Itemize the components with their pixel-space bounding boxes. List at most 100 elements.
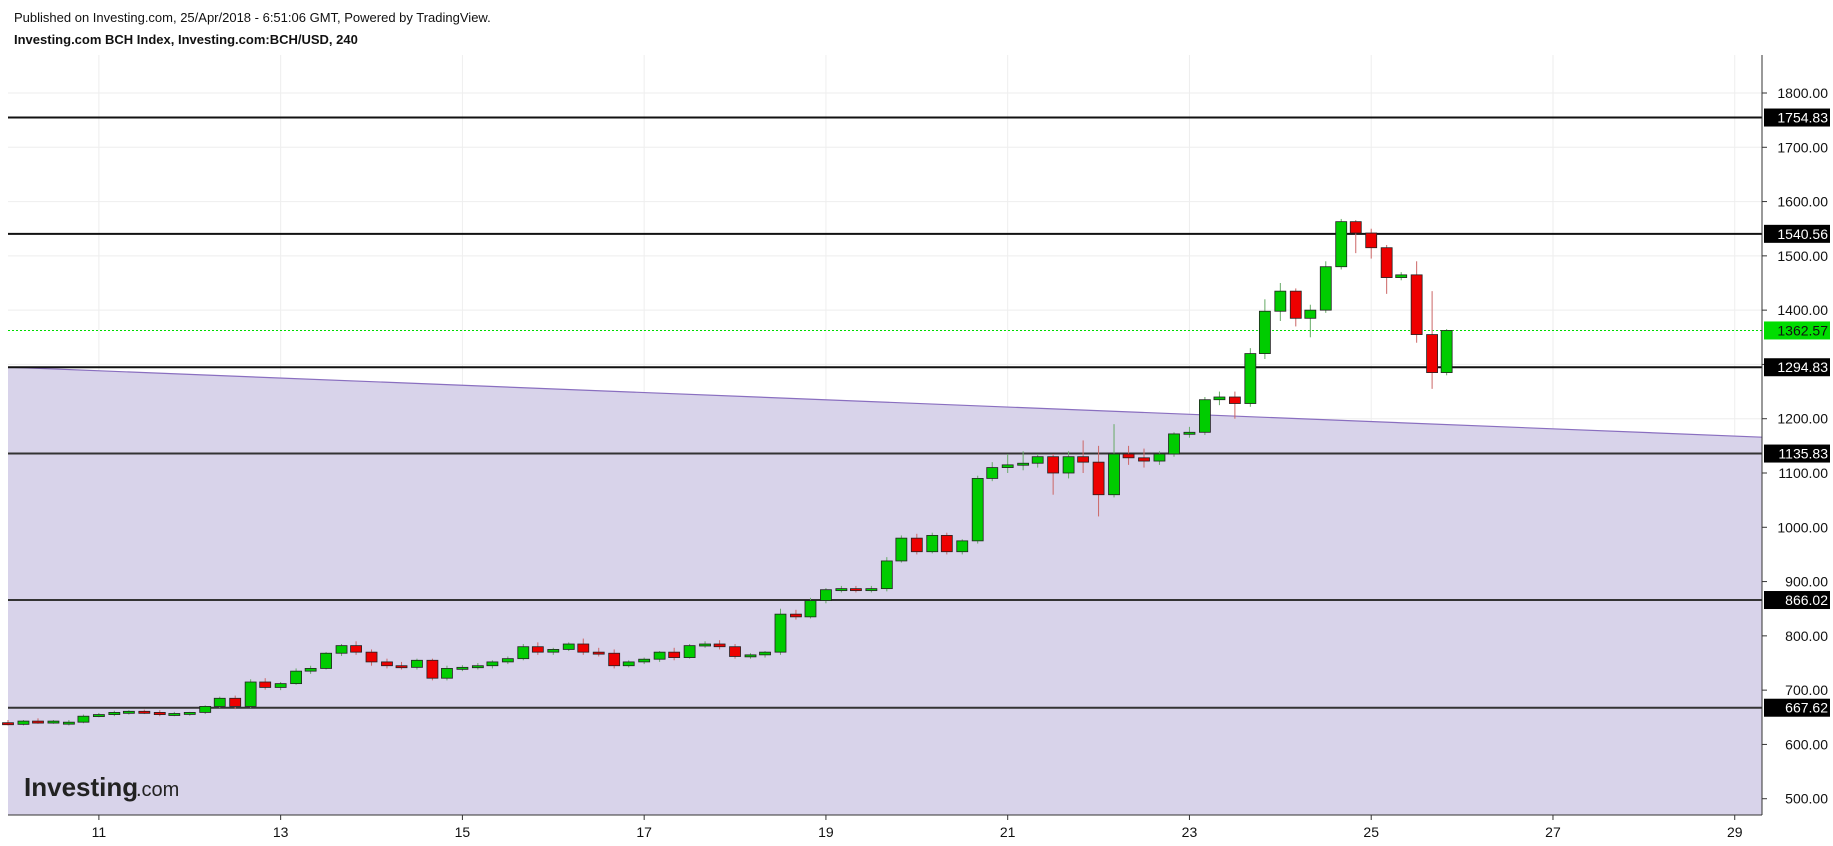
candle-body — [1304, 309, 1317, 319]
y-tick-label: 1800.00 — [1777, 85, 1828, 101]
x-tick-label: 17 — [636, 824, 652, 840]
candle-body — [92, 714, 105, 717]
x-tick-label: 27 — [1545, 824, 1561, 840]
candle-body — [335, 645, 348, 654]
x-tick-label: 21 — [1000, 824, 1016, 840]
candle-body — [1199, 399, 1211, 433]
horizontal-levels — [8, 116, 1762, 709]
current-price-label: 1362.57 — [1764, 321, 1830, 340]
trendline — [7, 366, 1763, 438]
y-tick-label: 800.00 — [1785, 628, 1828, 644]
candle-body — [986, 467, 999, 479]
candles — [2, 218, 1453, 726]
candle-body — [926, 535, 939, 553]
x-tick-label: 23 — [1182, 824, 1198, 840]
published-info: Published on Investing.com, 25/Apr/2018 … — [14, 10, 491, 25]
level-label: 866.02 — [1785, 592, 1828, 608]
candle-body — [395, 665, 408, 669]
candle-body — [1031, 456, 1044, 464]
x-tick-label: 15 — [455, 824, 471, 840]
candle-body — [653, 651, 666, 660]
x-tick-label: 25 — [1363, 824, 1379, 840]
shaded-zone — [8, 367, 1762, 815]
candle-body — [1213, 396, 1226, 401]
candle-body — [1395, 274, 1408, 278]
candle-body — [47, 720, 60, 724]
y-tick-label: 1700.00 — [1777, 139, 1828, 155]
candle-body — [790, 613, 802, 618]
candle-body — [1062, 456, 1075, 474]
candle-body — [562, 643, 575, 650]
candle-body — [213, 697, 226, 707]
candle-body — [62, 721, 75, 725]
candle-body — [774, 613, 787, 653]
candle-body — [411, 659, 423, 668]
candle-body — [804, 600, 817, 618]
y-tick-label: 500.00 — [1785, 791, 1828, 807]
candle-body — [77, 715, 90, 723]
candle-body — [865, 588, 878, 592]
candle-body — [1108, 453, 1120, 496]
candle-body — [820, 589, 832, 601]
candle-body — [744, 654, 757, 658]
candle-body — [229, 697, 242, 707]
level-label-box — [1764, 224, 1830, 243]
candle-body — [577, 643, 590, 653]
candle-body — [1138, 457, 1150, 462]
candle-body — [1335, 221, 1348, 268]
candle-body — [668, 651, 681, 658]
candle-body — [1319, 266, 1332, 311]
candle-body — [17, 720, 30, 725]
candle-body — [1274, 290, 1287, 312]
current-price-text: 1362.57 — [1777, 322, 1828, 338]
candle-body — [531, 646, 544, 653]
level-label: 1135.83 — [1778, 446, 1828, 462]
candle-body — [683, 645, 696, 658]
y-tick-label: 1600.00 — [1777, 194, 1828, 210]
candle-body — [1258, 310, 1271, 354]
level-labels: 1754.83 1540.56 1294.83 1135.83 866.02 667.62 — [1764, 108, 1830, 717]
candle-body — [835, 588, 848, 592]
chart-title: Investing.com BCH Index, Investing.com:B… — [14, 32, 358, 47]
candle-body — [1380, 247, 1393, 278]
candle-body — [547, 649, 560, 653]
candle-body — [1426, 334, 1439, 373]
candle-body — [381, 661, 393, 667]
candle-body — [1077, 456, 1090, 463]
y-tick-label: 1400.00 — [1777, 302, 1828, 318]
candle-body — [320, 652, 332, 669]
current-price-box — [1764, 321, 1830, 340]
candle-body — [1183, 431, 1196, 435]
candle-body — [1001, 464, 1014, 468]
y-tick-label: 1100.00 — [1778, 465, 1828, 481]
axes — [8, 55, 1763, 816]
candle-body — [138, 710, 151, 714]
candle-body — [168, 713, 181, 716]
candle-body — [365, 651, 378, 663]
candle-body — [1092, 461, 1105, 496]
x-tick-label: 11 — [92, 824, 107, 840]
candle-body — [1244, 353, 1257, 404]
level-label: 1754.83 — [1777, 110, 1828, 126]
x-tick-label: 19 — [818, 824, 834, 840]
candle-body — [1410, 274, 1423, 335]
y-tick-label: 1200.00 — [1777, 411, 1828, 427]
candle-body — [729, 646, 741, 657]
candle-body — [880, 560, 893, 590]
candle-body — [456, 666, 469, 670]
y-tick-label: 1500.00 — [1777, 248, 1828, 264]
x-axis-ticks: 11 13 15 17 19 21 23 25 27 29 — [92, 815, 1743, 840]
logo-suffix-text: .com — [136, 779, 179, 801]
candle-body — [1047, 456, 1060, 474]
y-axis-ticks: 500.00 600.00 700.00 800.00 900.00 1000.00 110… — [1762, 85, 1828, 807]
candle-body — [592, 651, 605, 655]
candle-body — [1365, 232, 1378, 249]
candle-body — [895, 537, 908, 562]
y-tick-label: 900.00 — [1785, 574, 1828, 590]
candle-body — [108, 712, 121, 715]
level-label-box — [1764, 698, 1830, 717]
level-label: 1540.56 — [1777, 226, 1828, 242]
candle-body — [622, 661, 635, 667]
candle-body — [1168, 433, 1180, 455]
